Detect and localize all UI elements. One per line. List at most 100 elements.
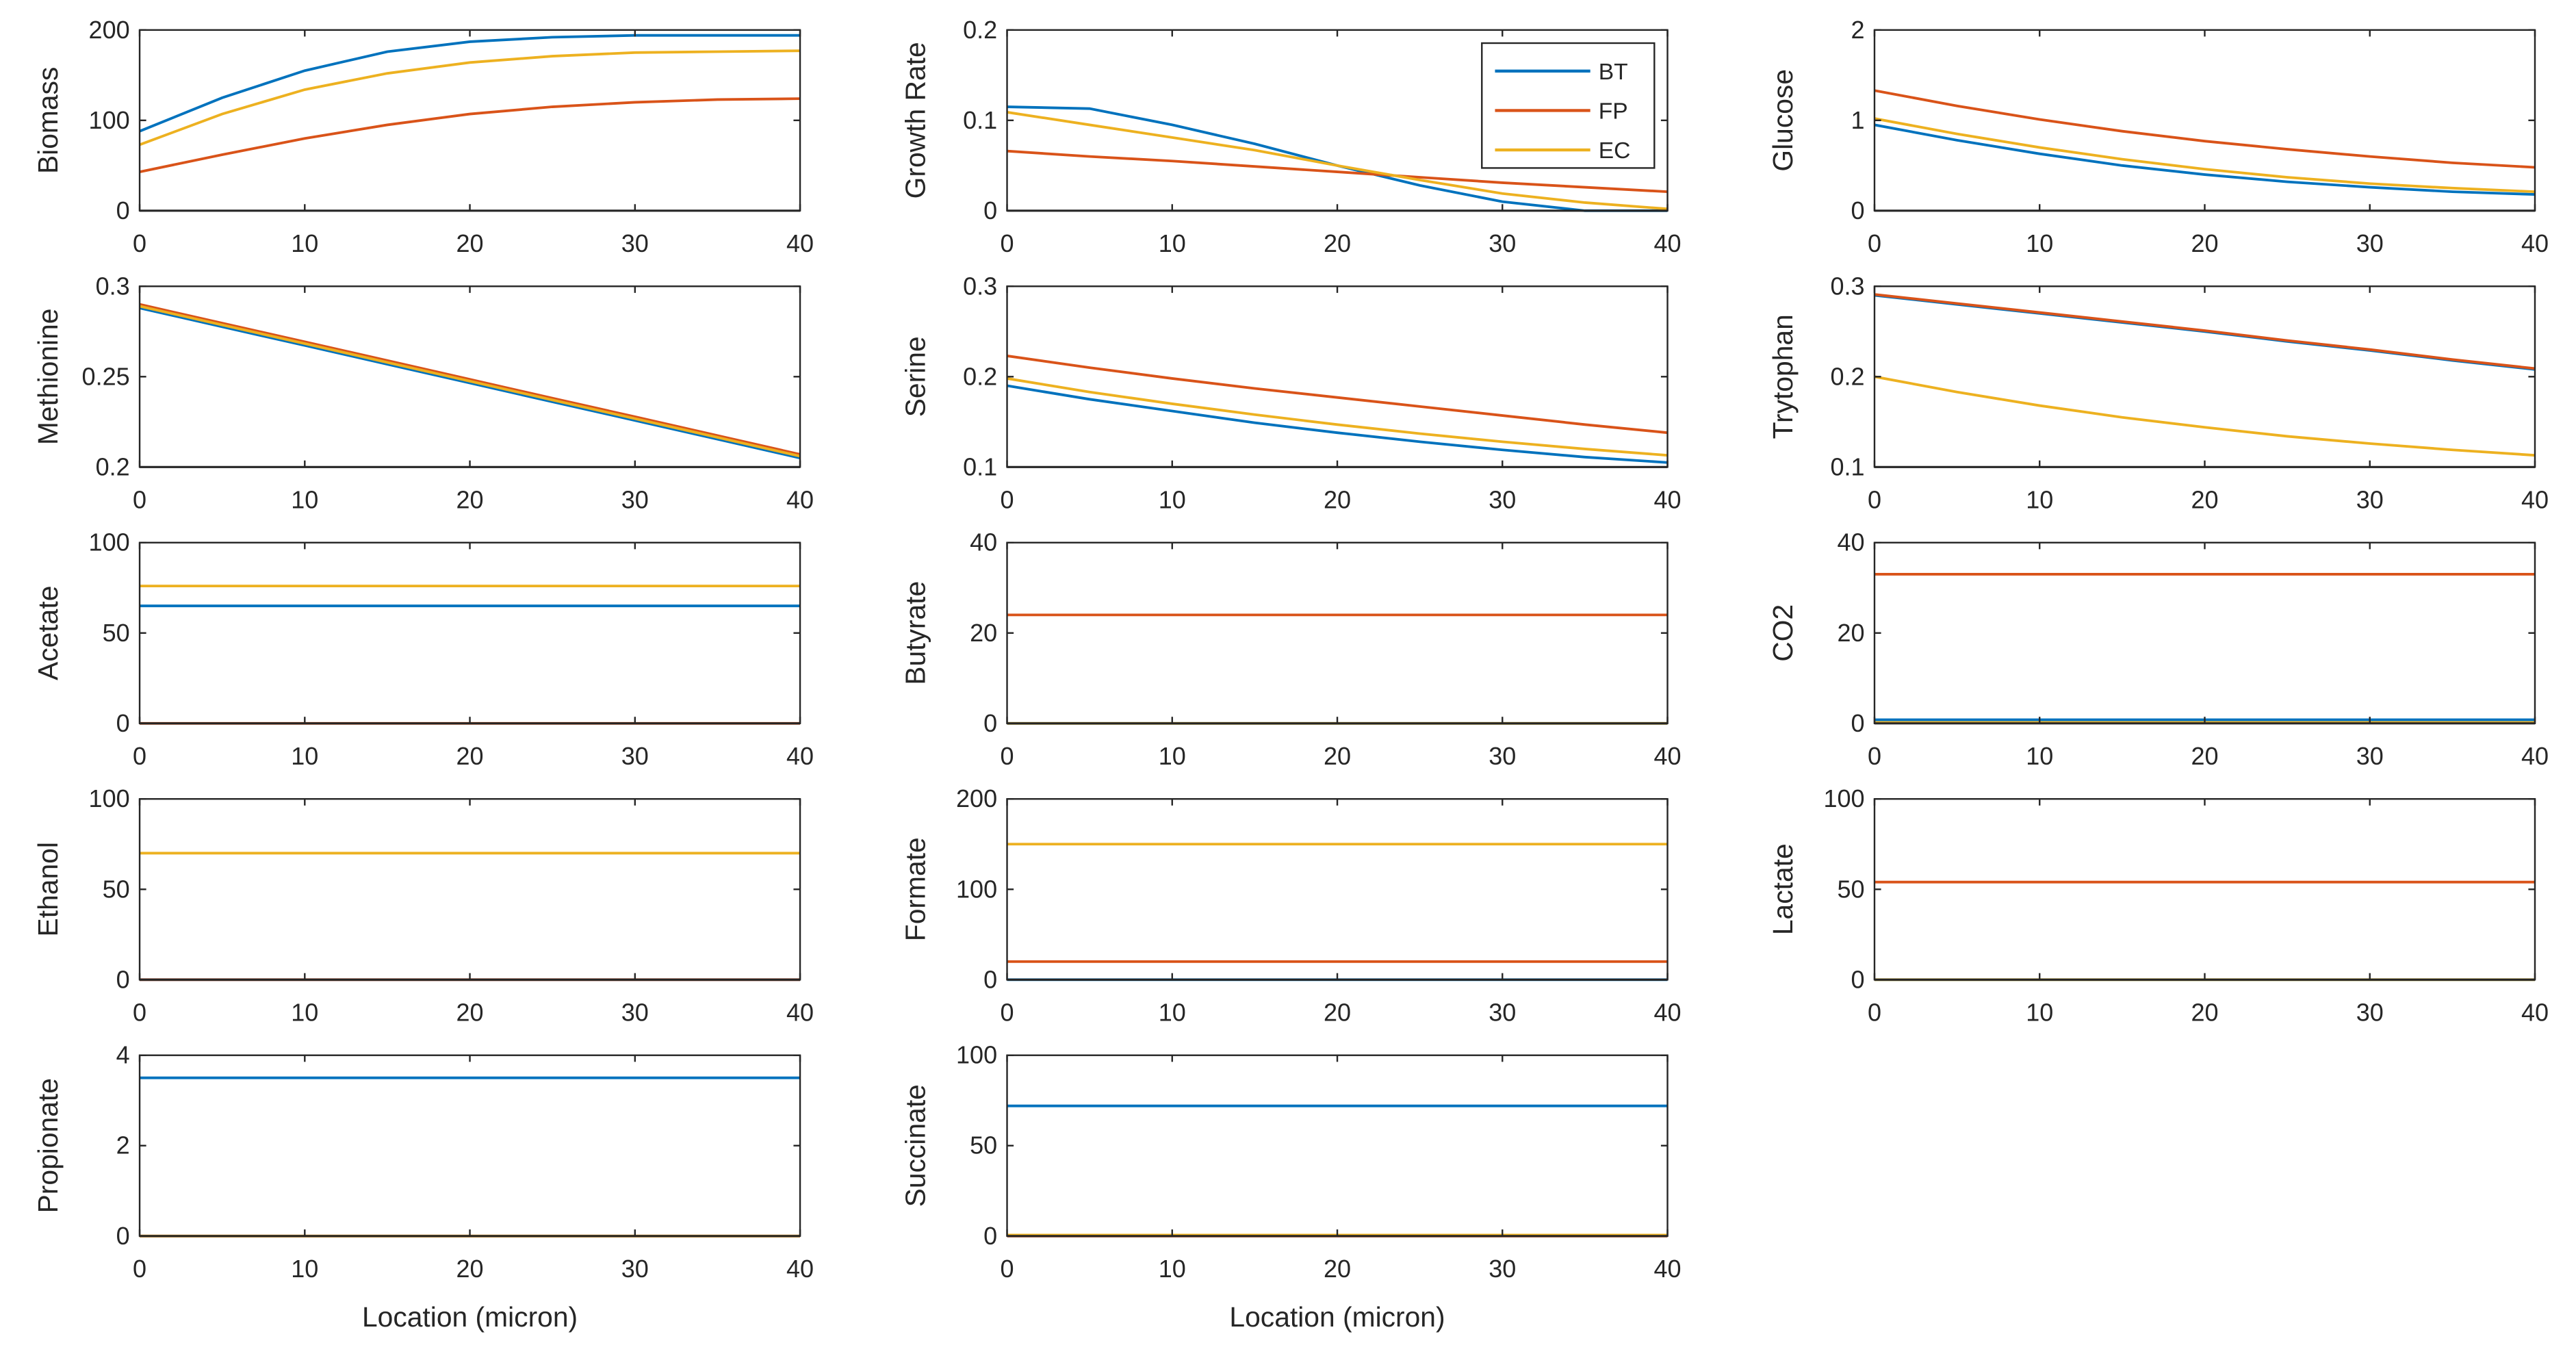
x-tick-label: 20 bbox=[2191, 485, 2218, 513]
y-tick-label: 0.2 bbox=[963, 16, 997, 44]
series-line-fp bbox=[139, 97, 801, 173]
y-axis-label: Growth Rate bbox=[899, 42, 931, 198]
y-tick-label: 20 bbox=[970, 619, 997, 647]
y-axis-label: Glucose bbox=[1767, 69, 1799, 172]
x-tick-label: 0 bbox=[1000, 998, 1014, 1026]
x-tick-label: 0 bbox=[133, 229, 146, 257]
y-tick-label: 100 bbox=[1824, 784, 1865, 812]
subplot-co2: 0 10 20 30 40 0 20 40 CO2 bbox=[1767, 528, 2549, 770]
axes-box bbox=[138, 29, 801, 212]
x-axis-label: Location (micron) bbox=[1229, 1301, 1445, 1333]
y-axis-label: Lactate bbox=[1767, 843, 1799, 935]
x-tick-label: 0 bbox=[133, 742, 146, 770]
series-line-fp bbox=[1007, 149, 1668, 194]
y-tick-label: 100 bbox=[89, 106, 130, 134]
x-tick-label: 10 bbox=[1159, 485, 1186, 513]
axes-box bbox=[138, 1054, 801, 1237]
subplot-butyrate: 0 10 20 30 40 0 20 40 Butyrate bbox=[899, 528, 1681, 770]
x-tick-label: 40 bbox=[2521, 485, 2549, 513]
y-tick-label: 0.1 bbox=[963, 452, 997, 481]
y-tick-label: 0 bbox=[116, 1222, 130, 1250]
x-tick-label: 40 bbox=[2521, 229, 2549, 257]
y-axis-label: Succinate bbox=[899, 1084, 931, 1207]
x-tick-label: 40 bbox=[786, 1255, 814, 1283]
y-tick-label: 0.1 bbox=[963, 106, 997, 134]
x-tick-label: 30 bbox=[2356, 485, 2384, 513]
x-tick-label: 0 bbox=[133, 1255, 146, 1283]
y-tick-label: 40 bbox=[970, 528, 997, 556]
y-axis-label: Biomass bbox=[32, 67, 64, 174]
series-line-ec bbox=[139, 305, 801, 458]
x-tick-label: 40 bbox=[786, 229, 814, 257]
y-tick-label: 0 bbox=[983, 709, 997, 737]
y-tick-label: 0.1 bbox=[1831, 452, 1865, 481]
x-tick-label: 30 bbox=[1489, 229, 1516, 257]
series-line-bt bbox=[1007, 384, 1668, 464]
x-tick-label: 10 bbox=[2026, 998, 2053, 1026]
y-axis-label: Serine bbox=[899, 336, 931, 417]
y-tick-label: 0.2 bbox=[1831, 362, 1865, 390]
y-axis-label: CO2 bbox=[1767, 604, 1799, 662]
x-tick-label: 40 bbox=[1653, 485, 1681, 513]
legend-box bbox=[1481, 42, 1656, 169]
y-tick-label: 0.3 bbox=[963, 272, 997, 300]
x-tick-label: 20 bbox=[1324, 998, 1351, 1026]
x-tick-label: 40 bbox=[2521, 998, 2549, 1026]
x-tick-label: 0 bbox=[1000, 229, 1014, 257]
y-tick-label: 0 bbox=[983, 196, 997, 225]
x-tick-label: 20 bbox=[2191, 229, 2218, 257]
y-axis-label: Ethanol bbox=[32, 842, 64, 936]
series-line-bt bbox=[1874, 123, 2536, 196]
subplot-formate: 0 10 20 30 40 0 100 200 Formate bbox=[899, 784, 1681, 1026]
x-tick-label: 40 bbox=[1653, 229, 1681, 257]
axes-box bbox=[138, 541, 801, 725]
x-tick-label: 30 bbox=[621, 998, 649, 1026]
y-axis-label: Trytophan bbox=[1767, 314, 1799, 439]
x-tick-label: 40 bbox=[1653, 1255, 1681, 1283]
subplot-lactate: 0 10 20 30 40 0 50 100 Lactate bbox=[1767, 784, 2549, 1026]
y-axis-label: Formate bbox=[899, 837, 931, 941]
x-tick-label: 30 bbox=[621, 1255, 649, 1283]
axes-box bbox=[1006, 1054, 1669, 1237]
x-tick-label: 20 bbox=[1324, 485, 1351, 513]
x-tick-label: 40 bbox=[786, 998, 814, 1026]
x-tick-label: 40 bbox=[786, 485, 814, 513]
x-tick-label: 30 bbox=[1489, 1255, 1516, 1283]
subplot-biomass: 0 10 20 30 40 0 100 200 Biomass bbox=[32, 16, 814, 257]
x-tick-label: 0 bbox=[1868, 742, 1881, 770]
subplot-growth-rate: 0 10 20 30 40 0 0.1 0.2 Growth Rate BT FP EC bbox=[899, 16, 1681, 257]
x-axis-label: Location (micron) bbox=[362, 1301, 578, 1333]
x-tick-label: 20 bbox=[456, 485, 484, 513]
subplot-trytophan: 0 10 20 30 40 0.1 0.2 0.3 Trytophan bbox=[1767, 272, 2549, 513]
y-axis-label: Methionine bbox=[32, 309, 64, 446]
x-tick-label: 30 bbox=[621, 229, 649, 257]
axes-box bbox=[138, 798, 801, 981]
series-line-fp bbox=[139, 303, 801, 456]
y-tick-label: 100 bbox=[89, 528, 130, 556]
x-tick-label: 10 bbox=[291, 1255, 318, 1283]
y-tick-label: 100 bbox=[956, 875, 997, 903]
axes-box bbox=[1873, 541, 2536, 725]
x-tick-label: 20 bbox=[456, 1255, 484, 1283]
subplot-propionate: 0 10 20 30 40 0 2 4 Propionate Location (micron) bbox=[32, 1041, 814, 1333]
y-tick-label: 0 bbox=[1851, 965, 1865, 993]
y-tick-label: 0 bbox=[1851, 709, 1865, 737]
x-tick-label: 20 bbox=[1324, 742, 1351, 770]
x-tick-label: 10 bbox=[2026, 742, 2053, 770]
axes-box bbox=[138, 285, 801, 468]
x-tick-label: 10 bbox=[291, 229, 318, 257]
x-tick-label: 0 bbox=[133, 998, 146, 1026]
legend: BT FP EC bbox=[1481, 42, 1656, 169]
y-axis-label: Acetate bbox=[32, 586, 64, 680]
y-tick-label: 0.25 bbox=[82, 362, 130, 390]
series-line-fp bbox=[1874, 89, 2536, 169]
x-tick-label: 20 bbox=[456, 742, 484, 770]
axes-box bbox=[1006, 541, 1669, 725]
x-tick-label: 10 bbox=[1159, 229, 1186, 257]
x-tick-label: 10 bbox=[1159, 1255, 1186, 1283]
x-tick-label: 0 bbox=[1000, 742, 1014, 770]
y-tick-label: 0 bbox=[116, 196, 130, 225]
y-tick-label: 1 bbox=[1851, 106, 1865, 134]
series-line-ec bbox=[139, 49, 801, 146]
y-tick-label: 200 bbox=[89, 16, 130, 44]
